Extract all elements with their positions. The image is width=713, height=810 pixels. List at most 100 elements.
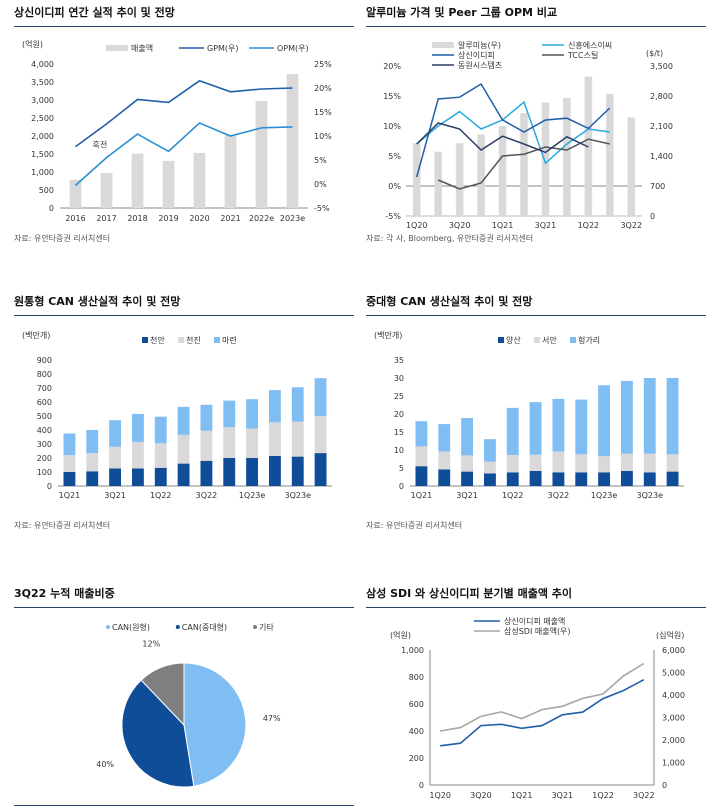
line-신흥에스이씨 [416,100,610,165]
chart-source: 자료: 유안타증권 리서치센터 [14,521,111,530]
y-tick-label: 1,500 [31,150,54,159]
y-tick-label: 800 [37,370,52,379]
x-tick-label: 1Q21 [411,491,433,500]
bar-4Q20 [477,134,485,216]
sales-mix-pie: 47% 40% 12% CAN(원형) CAN(중대형) 기타 [96,623,281,788]
legend-label: 천안 [150,335,165,345]
y-tick-label: 0 [399,482,404,491]
title-rule [14,315,354,316]
bar-4Q21 [563,98,571,216]
legend-label: 동원시스템즈 [458,60,502,70]
y2-tick-label: 6,000 [662,646,685,655]
bar-양산-4Q21 [483,473,496,486]
y-axis-unit: (억원) [22,39,43,49]
legend-swatch-sales [106,45,128,51]
x-tick-label: 3Q22 [633,791,655,800]
y2-tick-label: 2,800 [650,92,673,101]
pie-slice-CAN(중대형) [121,679,195,788]
bar-2Q21 [520,113,528,216]
bar-3Q20 [455,143,464,216]
bar-천안-1Q23e [246,458,259,486]
bar-천안-2Q22 [177,463,190,486]
legend-label: CAN(중대형) [182,623,227,632]
x-tick-label: 1Q22 [150,491,172,500]
bar-양산-1Q22 [506,472,519,486]
bar-천안-3Q23e [291,456,304,486]
y-tick-label: 5% [388,152,401,161]
pie-value-label: 47% [263,714,281,723]
bar-양산-4Q22 [575,472,588,486]
bar-서안-1Q22 [506,455,519,473]
x-tick-label: 1Q22 [578,221,600,230]
bar-마련-2Q21 [86,430,99,454]
x-tick-label: 1Q22 [502,491,524,500]
panel-midlarge-can: 중대형 CAN 생산실적 추이 및 전망 (백만개) 0 5 10 15 20 25 30 35… [366,293,706,533]
bar-헝가리-2Q22 [529,402,542,455]
bar-헝가리-1Q23e [598,385,611,457]
bar-서안-4Q23e [666,454,679,472]
chart-title: 알루미늄 가격 및 Peer 그룹 OPM 비교 [366,6,558,19]
legend-label: 알루미늄(우) [458,40,501,50]
bar-서안-1Q23e [598,456,611,473]
y2-tick-label: 4,000 [662,691,685,700]
x-tick-label: 3Q21 [552,791,574,800]
bar-천진-1Q21 [63,455,76,472]
y-tick-label: 30 [394,374,404,383]
bar-양산-2Q23e [620,470,633,486]
bar-마련-3Q21 [109,420,122,447]
y-tick-label: 10% [383,122,401,131]
legend-swatch [570,337,576,343]
legend-swatch [534,337,540,343]
y2-tick-label: 25% [314,60,332,69]
y2-tick-label: 2,000 [662,736,685,745]
y-tick-label: 200 [409,754,424,763]
aluminum-opm-chart: ($/t) 20% 15% 10% 5% 0% -5% 3,500 2,800 2,100 1,40… [383,40,673,230]
chart-title: 중대형 CAN 생산실적 추이 및 전망 [366,295,533,308]
legend-label: 매출액 [131,43,153,53]
legend-label: 상신이디피 매출액 [504,616,565,626]
x-tick-label: 2020 [189,214,209,223]
bar-서안-2Q22 [529,454,542,471]
y2-tick-label: 3,000 [662,714,685,723]
pie-value-label: 40% [96,760,114,769]
legend-label: 신흥에스이씨 [568,40,612,50]
y-tick-label: 700 [37,384,52,393]
y-axis-unit: (백만개) [374,330,402,340]
bar-천안-1Q22 [154,467,167,486]
y2-tick-label: 2,100 [650,122,673,131]
bar-천진-4Q23e [314,416,327,454]
bar-천진-3Q23e [291,421,304,457]
legend-label: 서안 [542,335,557,345]
pie-slice-CAN(원형) [183,662,247,787]
title-rule [366,607,706,608]
x-tick-label: 3Q21 [535,221,557,230]
y-tick-label: 400 [37,426,52,435]
bar-서안-1Q21 [415,446,428,467]
bar-2022e [255,101,268,208]
bar-헝가리-3Q23e [643,378,656,454]
y-tick-label: 500 [37,412,52,421]
bar-천안-1Q21 [63,472,76,486]
y-tick-label: 20 [394,410,404,419]
x-tick-label: 3Q21 [104,491,126,500]
y2-tick-label: 5,000 [662,669,685,678]
y-tick-label: 3,000 [31,96,54,105]
legend-label: GPM(우) [207,44,239,53]
x-tick-label: 1Q21 [492,221,514,230]
bar-2021 [224,135,237,208]
bar-천진-2Q22 [177,434,190,464]
x-tick-label: 2022e [249,214,274,223]
pie-value-label: 12% [142,639,160,648]
line-상신이디피 매출액 [440,678,645,747]
y-tick-label: 4,000 [31,60,54,69]
title-rule [14,26,354,27]
pie-slice-기타 [140,662,185,727]
x-tick-label: 1Q21 [511,791,533,800]
bar-2Q22 [606,93,614,216]
bar-1Q20 [412,143,421,216]
y-axis-unit: (백만개) [22,330,50,340]
bar-2020 [193,152,206,208]
bar-천안-2Q23e [268,455,281,486]
x-tick-label: 2016 [65,214,85,223]
y-tick-label: 0 [419,781,424,790]
